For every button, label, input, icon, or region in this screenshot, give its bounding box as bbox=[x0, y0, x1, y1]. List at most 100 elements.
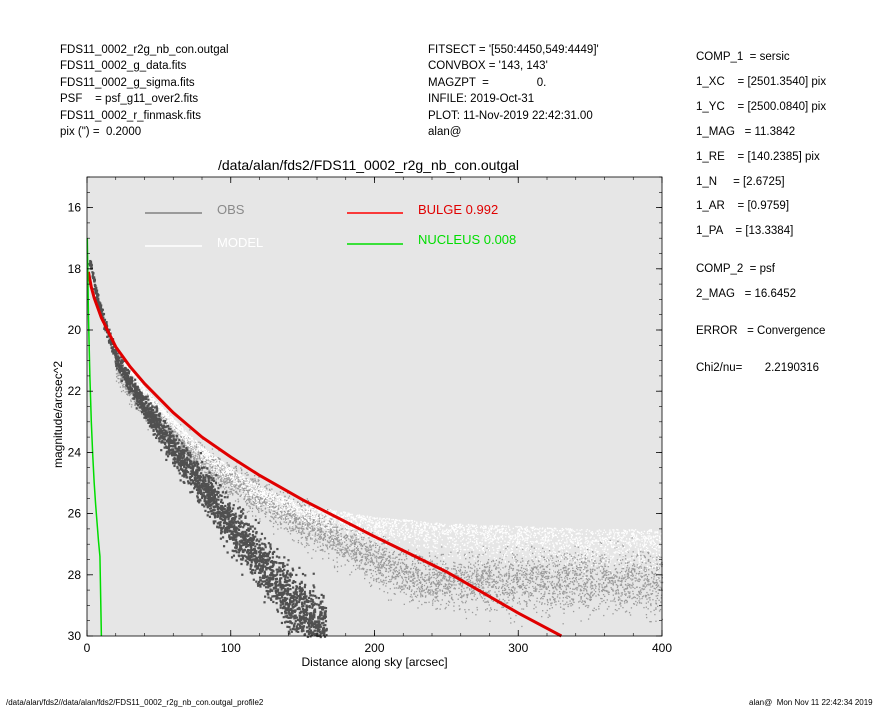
scatter-point-grey bbox=[524, 600, 526, 603]
scatter-point-grey bbox=[402, 581, 404, 583]
scatter-point-grey bbox=[574, 593, 576, 595]
scatter-point-grey bbox=[493, 565, 495, 567]
scatter-point-grey bbox=[267, 496, 269, 499]
scatter-point-grey bbox=[453, 605, 455, 607]
scatter-point-grey bbox=[452, 599, 454, 601]
scatter-point-grey bbox=[304, 524, 306, 526]
scatter-point-grey bbox=[463, 572, 466, 574]
scatter-point-grey bbox=[301, 524, 304, 526]
scatter-point-grey bbox=[314, 539, 316, 542]
scatter-point-grey bbox=[181, 444, 183, 446]
scatter-point-grey bbox=[414, 581, 416, 583]
scatter-point-grey bbox=[607, 578, 609, 581]
scatter-point-grey bbox=[352, 535, 354, 537]
scatter-point-grey bbox=[301, 543, 303, 546]
scatter-point-grey bbox=[434, 596, 436, 598]
scatter-point-grey bbox=[286, 513, 289, 515]
scatter-point-grey bbox=[421, 585, 423, 588]
scatter-point-grey bbox=[332, 526, 334, 528]
scatter-point-grey bbox=[558, 579, 561, 581]
scatter-point-grey bbox=[186, 452, 188, 454]
scatter-point-grey bbox=[365, 549, 367, 551]
scatter-point-grey bbox=[644, 595, 647, 597]
scatter-point-grey bbox=[524, 571, 526, 573]
scatter-point-grey bbox=[404, 570, 406, 573]
scatter-point-grey bbox=[650, 586, 652, 588]
scatter-point-grey bbox=[375, 578, 377, 581]
scatter-point-grey bbox=[576, 586, 578, 589]
scatter-point-grey bbox=[281, 514, 283, 516]
scatter-point-grey bbox=[341, 542, 343, 544]
scatter-point-grey bbox=[443, 578, 446, 580]
scatter-point-grey bbox=[277, 523, 279, 526]
scatter-point-grey bbox=[659, 605, 661, 607]
scatter-point-grey bbox=[447, 600, 450, 602]
scatter-point-grey bbox=[561, 585, 563, 587]
scatter-point-grey bbox=[563, 608, 565, 610]
scatter-point-grey bbox=[572, 572, 574, 574]
scatter-point-grey bbox=[203, 455, 205, 457]
scatter-point-grey bbox=[136, 403, 139, 405]
scatter-point-grey bbox=[175, 441, 177, 443]
scatter-point-grey bbox=[353, 559, 356, 561]
scatter-point-grey bbox=[451, 598, 453, 600]
scatter-point-grey bbox=[429, 574, 431, 576]
scatter-point-grey bbox=[235, 476, 237, 478]
scatter-point-grey bbox=[203, 457, 206, 459]
scatter-point-grey bbox=[467, 574, 469, 576]
scatter-point-grey bbox=[199, 458, 201, 460]
scatter-point-grey bbox=[589, 571, 592, 573]
scatter-point-grey bbox=[364, 555, 366, 558]
scatter-point-grey bbox=[616, 609, 618, 612]
scatter-point-grey bbox=[361, 545, 364, 548]
scatter-point-grey bbox=[502, 598, 504, 601]
scatter-point-grey bbox=[438, 574, 441, 576]
scatter-point-grey bbox=[330, 529, 333, 531]
scatter-point-grey bbox=[589, 593, 592, 595]
scatter-point-grey bbox=[581, 562, 583, 564]
scatter-point-grey bbox=[394, 567, 397, 569]
scatter-point-grey bbox=[471, 599, 474, 601]
scatter-point-grey bbox=[319, 541, 321, 543]
scatter-point-grey bbox=[420, 572, 423, 575]
scatter-point-grey bbox=[289, 513, 291, 515]
scatter-point-grey bbox=[649, 597, 651, 599]
scatter-point-grey bbox=[224, 488, 226, 490]
scatter-point-grey bbox=[532, 572, 534, 575]
scatter-point-grey bbox=[570, 563, 572, 565]
scatter-point-grey bbox=[486, 547, 488, 550]
scatter-point-grey bbox=[436, 592, 438, 595]
scatter-point-grey bbox=[550, 602, 552, 605]
scatter-point-grey bbox=[571, 564, 573, 566]
scatter-point-grey bbox=[192, 453, 194, 456]
scatter-point-grey bbox=[244, 501, 247, 503]
scatter-point-grey bbox=[353, 533, 355, 535]
scatter-point-grey bbox=[659, 580, 661, 582]
scatter-point-grey bbox=[381, 581, 384, 583]
scatter-point-grey bbox=[134, 399, 137, 401]
scatter-point-grey bbox=[505, 583, 507, 585]
scatter-point-grey bbox=[369, 564, 371, 567]
scatter-point-grey bbox=[610, 587, 612, 589]
param-yc: 1_YC = [2500.0840] pix bbox=[696, 101, 827, 113]
scatter-point-grey bbox=[430, 585, 433, 588]
scatter-point-grey bbox=[600, 597, 602, 600]
scatter-point-grey bbox=[424, 601, 426, 604]
scatter-point-grey bbox=[340, 533, 342, 535]
scatter-point-grey bbox=[593, 607, 595, 609]
scatter-point-grey bbox=[456, 574, 458, 577]
scatter-point-grey bbox=[572, 598, 575, 600]
scatter-point-grey bbox=[413, 575, 415, 577]
scatter-point-grey bbox=[413, 593, 416, 595]
scatter-point-grey bbox=[615, 571, 618, 573]
scatter-point-grey bbox=[605, 601, 607, 604]
scatter-point-grey bbox=[585, 578, 587, 580]
scatter-point-grey bbox=[584, 566, 586, 568]
scatter-point-grey bbox=[409, 601, 411, 603]
scatter-point-grey bbox=[372, 562, 374, 564]
scatter-point-grey bbox=[477, 583, 479, 585]
scatter-point-grey bbox=[397, 563, 399, 565]
scatter-point-grey bbox=[320, 537, 322, 540]
scatter-point-grey bbox=[517, 585, 519, 588]
scatter-point-grey bbox=[567, 585, 569, 587]
